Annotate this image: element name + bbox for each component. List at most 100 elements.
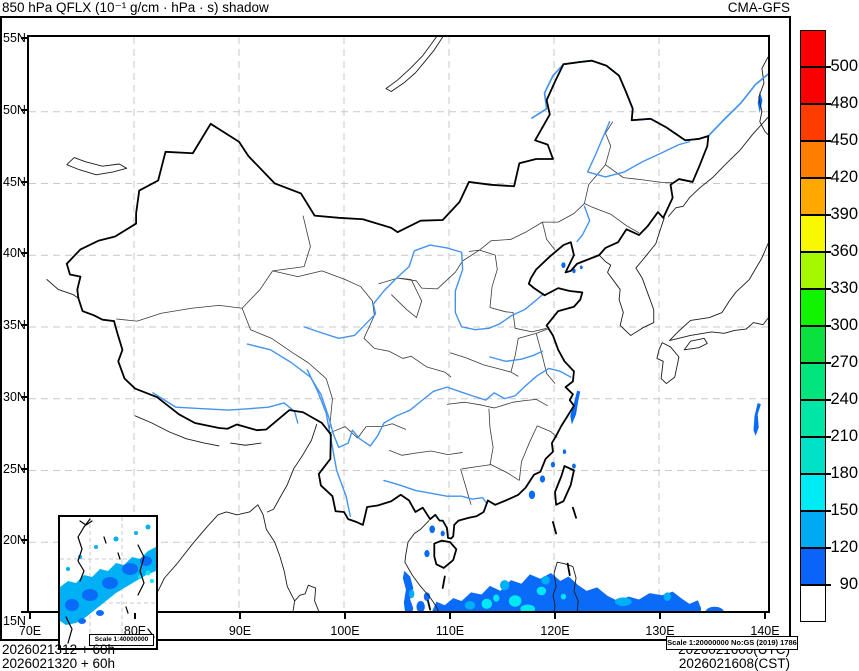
colorbar-tick-label: 480 (830, 94, 858, 112)
inset-map: Scale 1:40000000 (58, 515, 158, 650)
init-time-utc: 2026021312 + 60h (2, 642, 115, 657)
lon-tick-mark (554, 613, 556, 619)
border-coast-southwest (114, 242, 599, 538)
colorbar-tick-mark (826, 214, 831, 216)
lon-tick-label: 110E (435, 624, 465, 638)
lon-tick-label: 130E (645, 624, 675, 638)
lon-tick-mark (239, 613, 241, 619)
colorbar-tick-mark (826, 66, 831, 68)
luzon-coast (553, 562, 578, 611)
colorbar-tick-label: 300 (830, 316, 858, 334)
colorbar-segment (800, 437, 826, 474)
colorbar-segment (800, 215, 826, 252)
russia-coast (668, 117, 768, 216)
lat-tick-label: 55N (3, 31, 26, 45)
valid-time-cst: 2026021608(CST) (678, 656, 790, 671)
colorbar-tick-mark (826, 177, 831, 179)
yarlung-river (153, 393, 298, 423)
china-map-svg (29, 37, 768, 611)
lon-tick-label: 140E (750, 624, 780, 638)
border-west-north (67, 64, 564, 263)
lat-tick-mark (21, 611, 27, 613)
taiwan-island (555, 466, 574, 505)
colorbar-segment (800, 289, 826, 326)
inset-coastlines (65, 518, 155, 646)
lat-tick-label: 50N (3, 102, 26, 117)
myanmar-coast (258, 505, 320, 611)
colorbar-tick-label: 500 (830, 57, 858, 75)
lon-tick-label: 80E (123, 624, 147, 638)
province-boundaries (116, 122, 673, 505)
colorbar-tick-mark (826, 436, 831, 438)
lon-tick-mark (449, 613, 451, 619)
lat-tick-label: 30N (3, 389, 26, 404)
vietnam-coast (405, 521, 440, 611)
colorbar-tick-mark (826, 140, 831, 142)
map-scale-label: Scale 1:20000000 No:GS (2019) 1786 (666, 636, 798, 650)
colorbar-tick-mark (826, 510, 831, 512)
lake-balkhash (67, 158, 127, 175)
lon-tick-mark (764, 613, 766, 619)
lon-tick-mark (29, 613, 31, 619)
outer-frame (0, 16, 791, 641)
colorbar-tick-label: 150 (830, 501, 858, 519)
colorbar-segment (800, 67, 826, 104)
amur-river (532, 61, 768, 141)
colorbar-segment (800, 252, 826, 289)
nepal-bhutan-border (135, 416, 261, 446)
lon-tick-mark (134, 613, 136, 619)
china-border (67, 61, 709, 610)
rivers (153, 61, 768, 517)
colorbar-tick-label: 120 (830, 538, 858, 556)
lat-tick-mark (21, 37, 27, 39)
colorbar-segment (800, 511, 826, 548)
japan-kyushu (657, 343, 679, 384)
colorbar-segment (800, 400, 826, 437)
japan-shikoku (684, 338, 707, 349)
qflx-shading (402, 91, 763, 611)
inset-scale-label: Scale 1:40000000 (89, 634, 154, 646)
pamir-border (47, 280, 79, 299)
yellow-river (304, 245, 543, 338)
colorbar-segment (800, 104, 826, 141)
colorbar-tick-mark (826, 584, 831, 586)
colorbar-segment (800, 548, 826, 585)
lon-tick-label: 90E (228, 624, 252, 638)
colorbar-segment (800, 326, 826, 363)
colorbar-tick-label: 90 (839, 575, 858, 593)
lat-tick-mark (21, 324, 27, 326)
page-title: 850 hPa QFLX (10⁻¹ g/cm · hPa · s) shado… (2, 0, 269, 15)
lon-tick-label: 100E (330, 624, 360, 638)
songhua-river (588, 122, 690, 177)
japan-honshu (670, 244, 768, 341)
border-kashmir-dashed (78, 298, 114, 321)
colorbar-tick-mark (826, 473, 831, 475)
colorbar-tick-label: 270 (830, 353, 858, 371)
lake-baikal (386, 37, 443, 92)
lat-tick-mark (21, 467, 27, 470)
lat-tick-mark (21, 108, 27, 111)
lat-tick-label: 15N (3, 614, 26, 628)
init-time-cst: 2026021320 + 60h (2, 656, 115, 671)
colorbar-tick-label: 210 (830, 427, 858, 445)
colorbar-segment (800, 585, 826, 622)
colorbar-tick-label: 450 (830, 131, 858, 149)
hainan-island (434, 541, 456, 568)
pearl-river (384, 480, 487, 503)
lat-tick-label: 20N (3, 533, 26, 548)
map-frame: Scale 1:40000000 Scale 1:20000000 No:GS … (27, 35, 798, 650)
model-label: CMA-GFS (727, 0, 790, 15)
colorbar-segment (800, 178, 826, 215)
lon-tick-mark (659, 613, 661, 619)
nine-dash-line (428, 508, 576, 610)
lon-tick-label: 70E (18, 624, 42, 638)
lat-tick-label: 45N (3, 174, 26, 189)
lon-tick-mark (344, 613, 346, 619)
lon-tick-label: 120E (540, 624, 570, 638)
lat-tick-mark (21, 395, 27, 398)
colorbar-tick-label: 360 (830, 242, 858, 260)
colorbar-segment (800, 141, 826, 178)
colorbar-tick-label: 420 (830, 168, 858, 186)
colorbar-tick-mark (826, 547, 831, 549)
